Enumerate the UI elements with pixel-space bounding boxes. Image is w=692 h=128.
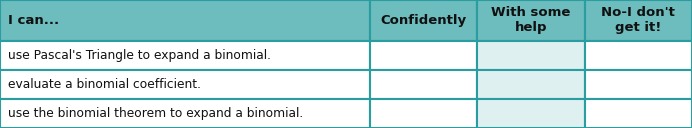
Bar xyxy=(585,70,692,99)
Text: Confidently: Confidently xyxy=(381,14,467,27)
Bar xyxy=(477,99,585,128)
Text: No-I don't
get it!: No-I don't get it! xyxy=(601,7,675,34)
Text: With some
help: With some help xyxy=(491,7,571,34)
Bar xyxy=(585,0,692,41)
Bar xyxy=(477,0,585,41)
Bar xyxy=(0,41,370,70)
Bar xyxy=(585,99,692,128)
Text: evaluate a binomial coefficient.: evaluate a binomial coefficient. xyxy=(8,78,201,91)
Bar xyxy=(477,41,585,70)
Text: use the binomial theorem to expand a binomial.: use the binomial theorem to expand a bin… xyxy=(8,107,304,120)
Bar xyxy=(477,70,585,99)
Bar xyxy=(0,0,370,41)
Bar xyxy=(585,41,692,70)
Bar xyxy=(0,99,370,128)
Bar xyxy=(370,70,477,99)
Bar xyxy=(370,0,477,41)
Text: use Pascal's Triangle to expand a binomial.: use Pascal's Triangle to expand a binomi… xyxy=(8,49,271,62)
Bar xyxy=(0,70,370,99)
Bar xyxy=(370,41,477,70)
Text: I can...: I can... xyxy=(8,14,60,27)
Bar xyxy=(370,99,477,128)
